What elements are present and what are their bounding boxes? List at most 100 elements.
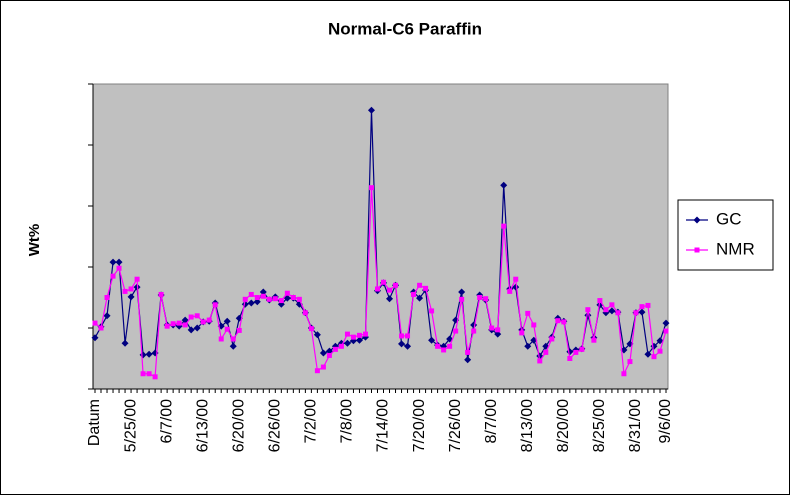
marker [272, 296, 278, 302]
marker [645, 302, 651, 308]
marker [501, 223, 507, 229]
marker [573, 349, 579, 355]
marker [121, 339, 129, 347]
marker [320, 364, 326, 370]
marker [170, 321, 176, 327]
marker [92, 320, 98, 326]
x-tick-label: 7/2/00 [303, 399, 320, 444]
marker [260, 293, 266, 299]
marker [187, 326, 195, 334]
marker [278, 298, 284, 304]
marker [537, 358, 543, 364]
marker [633, 310, 639, 316]
marker [597, 298, 603, 304]
marker [531, 322, 537, 328]
marker [423, 285, 429, 291]
marker [338, 343, 344, 349]
marker [98, 325, 104, 331]
marker [164, 323, 170, 329]
marker [248, 291, 254, 297]
marker [344, 331, 350, 337]
marker [302, 310, 308, 316]
marker [284, 290, 290, 296]
marker [465, 349, 471, 355]
marker [362, 331, 368, 337]
marker [152, 374, 158, 380]
marker [242, 296, 248, 302]
marker [386, 295, 394, 303]
marker [314, 368, 320, 374]
legend: GC NMR [677, 199, 774, 271]
marker [453, 328, 459, 334]
marker [230, 336, 236, 342]
marker [405, 333, 411, 339]
marker [441, 347, 447, 353]
marker [128, 286, 134, 292]
marker [266, 296, 272, 302]
marker [308, 326, 314, 332]
marker [513, 276, 519, 282]
x-tick-label: 5/25/00 [122, 399, 139, 452]
marker [603, 307, 609, 313]
marker [398, 340, 406, 348]
marker [428, 336, 436, 344]
marker [283, 294, 291, 302]
x-tick-label: 6/26/00 [267, 399, 284, 452]
marker [381, 279, 387, 285]
legend-label: NMR [716, 239, 755, 258]
marker [200, 319, 206, 325]
legend-marker [694, 247, 700, 253]
marker [122, 288, 128, 294]
x-tick-label: Datum [86, 399, 103, 446]
marker [494, 330, 502, 338]
marker [343, 339, 351, 347]
marker [218, 336, 224, 342]
marker [489, 325, 495, 331]
marker [477, 295, 483, 300]
y-axis-label: Wt% [26, 224, 43, 257]
marker [519, 330, 525, 336]
marker [223, 317, 231, 325]
x-tick-label: 8/20/00 [555, 399, 572, 452]
marker [411, 291, 417, 297]
marker [458, 288, 466, 296]
marker [146, 371, 152, 377]
marker [447, 343, 453, 349]
marker [229, 342, 237, 350]
plot-area [92, 83, 669, 390]
legend-box [677, 199, 774, 271]
marker [404, 342, 412, 350]
marker [158, 291, 164, 297]
legend-marker [693, 216, 701, 224]
marker [110, 273, 116, 279]
marker [567, 356, 573, 361]
x-tick-label: 6/20/00 [230, 399, 247, 452]
x-tick-label: 6/7/00 [158, 399, 175, 444]
marker [543, 349, 549, 355]
marker [350, 334, 356, 340]
marker [103, 312, 111, 320]
marker [609, 302, 615, 308]
marker [393, 282, 399, 288]
marker [639, 304, 645, 310]
x-tick-label: 9/6/00 [657, 399, 674, 444]
marker [471, 328, 477, 334]
marker [356, 332, 362, 338]
marker [182, 322, 188, 328]
marker [259, 288, 267, 296]
marker [644, 350, 652, 358]
marker [193, 324, 201, 332]
x-tick-label: 7/14/00 [375, 399, 392, 452]
marker [224, 326, 230, 332]
marker [656, 337, 664, 345]
marker [355, 336, 363, 344]
marker [176, 320, 182, 326]
marker [417, 282, 423, 288]
marker [115, 258, 123, 266]
marker [512, 283, 520, 291]
marker [429, 308, 435, 314]
marker [319, 349, 327, 357]
marker [140, 371, 146, 377]
marker [459, 296, 465, 302]
marker [591, 337, 597, 343]
